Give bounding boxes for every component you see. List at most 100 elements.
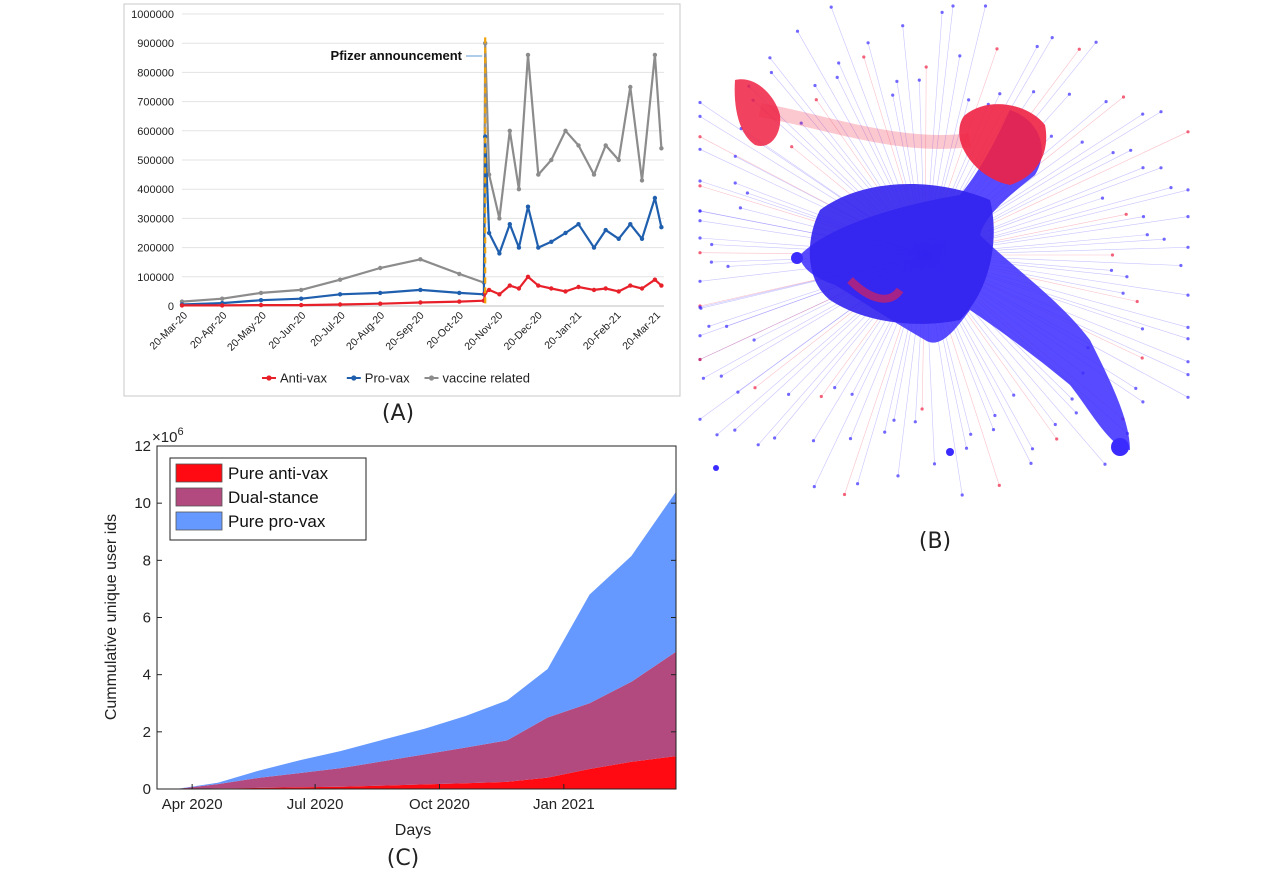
panel-a-data-point (418, 300, 423, 305)
panel-c-area (175, 491, 676, 789)
panel-c-label: (C) (387, 846, 420, 871)
network-node (967, 98, 971, 102)
network-node (895, 79, 899, 83)
panel-a-y-tick-label: 900000 (137, 38, 174, 50)
panel-c-stacked-areas (175, 491, 676, 789)
panel-c-x-axis-title: Days (395, 822, 431, 839)
network-node (998, 92, 1002, 96)
panel-c-x-tick-label: Oct 2020 (409, 796, 470, 813)
network-node (829, 5, 833, 9)
panel-a-data-point (549, 239, 554, 244)
panel-c-y-tick-label: 4 (143, 667, 151, 684)
panel-a-label: (A) (382, 401, 414, 426)
network-node (940, 10, 944, 14)
panel-a-legend-marker (266, 375, 272, 381)
panel-a-data-point (337, 302, 343, 307)
panel-a-data-point (536, 245, 541, 250)
network-node (1135, 299, 1139, 304)
panel-a-legend-label: Pro-vax (365, 371, 410, 386)
network-node (883, 430, 887, 434)
panel-c-legend-label: Pure anti-vax (228, 464, 329, 483)
panel-a-series (179, 41, 664, 308)
panel-c-y-tick-label: 10 (134, 495, 151, 512)
panel-a-data-point (628, 84, 633, 90)
network-node (1125, 275, 1129, 279)
panel-c-y-tick-label: 8 (143, 552, 151, 569)
panel-a-data-point (549, 286, 554, 291)
network-node (814, 98, 818, 102)
network-node (736, 390, 740, 394)
panel-c-area (175, 651, 676, 789)
panel-b-label: (B) (919, 529, 951, 554)
anti-vax-mixed-region (847, 277, 904, 303)
network-node (835, 75, 839, 79)
panel-a-frame (123, 3, 681, 397)
network-node (698, 100, 702, 105)
anti-vax-bridge (758, 103, 971, 150)
network-node (1140, 327, 1145, 331)
network-node (1186, 188, 1190, 192)
network-node (856, 482, 860, 486)
network-node (799, 121, 803, 125)
panel-a-data-point (418, 257, 423, 262)
anti-vax-cluster-right (959, 104, 1047, 185)
network-node (719, 374, 723, 378)
network-node (715, 433, 719, 437)
network-node (698, 251, 702, 255)
network-node (813, 83, 817, 88)
panel-a-data-point (418, 287, 423, 293)
panel-b-network-graph: (B) (698, 4, 1190, 554)
panel-a-data-point (536, 283, 541, 288)
panel-a-data-point (299, 296, 304, 301)
panel-a-data-point (457, 290, 462, 296)
network-node (1159, 110, 1163, 114)
panel-c-multiplier-exponent: 6 (177, 426, 183, 438)
network-node (1053, 422, 1057, 427)
panel-a-y-tick-label: 700000 (137, 97, 174, 109)
panel-a-legend-marker (351, 375, 357, 381)
panel-a-data-point (563, 230, 568, 236)
network-node (1032, 90, 1036, 94)
panel-c-y-axis-title: Cummulative unique user ids (103, 514, 120, 720)
panel-a-data-point (220, 296, 225, 301)
panel-a-data-point (616, 289, 621, 294)
panel-a-gridlines (182, 13, 664, 278)
network-node (709, 260, 714, 264)
panel-a-data-point (525, 52, 531, 58)
network-node (1124, 212, 1128, 216)
network-node (1134, 386, 1138, 390)
network-node (958, 54, 962, 58)
network-node (997, 483, 1001, 487)
panel-c-x-tick-label: Jul 2020 (287, 796, 344, 813)
panel-a-data-point (220, 303, 225, 308)
hub-node-far-left (713, 465, 719, 471)
panel-c-x-ticks: Apr 2020 Jul 2020 Oct 2020 Jan 2021 (162, 784, 595, 813)
panel-a-data-point (258, 290, 264, 296)
panel-a-data-point (299, 287, 304, 293)
network-node (1141, 215, 1146, 219)
panel-a-data-point (525, 204, 531, 209)
network-node (769, 70, 774, 75)
panel-a-data-point (337, 292, 343, 297)
network-node (901, 24, 905, 28)
hub-node-left (791, 252, 803, 264)
panel-a-data-point (652, 277, 658, 282)
network-node (892, 418, 896, 422)
network-node (811, 439, 816, 443)
panel-c-legend-label: Dual-stance (228, 488, 319, 507)
panel-a-data-point (659, 225, 664, 230)
network-node (698, 334, 702, 338)
network-node (862, 55, 866, 59)
network-node (848, 437, 853, 441)
network-node (710, 242, 714, 247)
panel-a-data-point (652, 52, 658, 58)
network-node (698, 114, 702, 118)
network-node (913, 420, 917, 424)
panel-c-area (175, 756, 676, 789)
panel-a-legend-label: Anti-vax (280, 371, 327, 386)
panel-a-data-point (378, 265, 383, 271)
panel-a-data-point (563, 289, 568, 294)
network-node (1186, 293, 1190, 297)
panel-c-x-tick-label: Apr 2020 (162, 796, 223, 813)
network-core (713, 79, 1130, 471)
